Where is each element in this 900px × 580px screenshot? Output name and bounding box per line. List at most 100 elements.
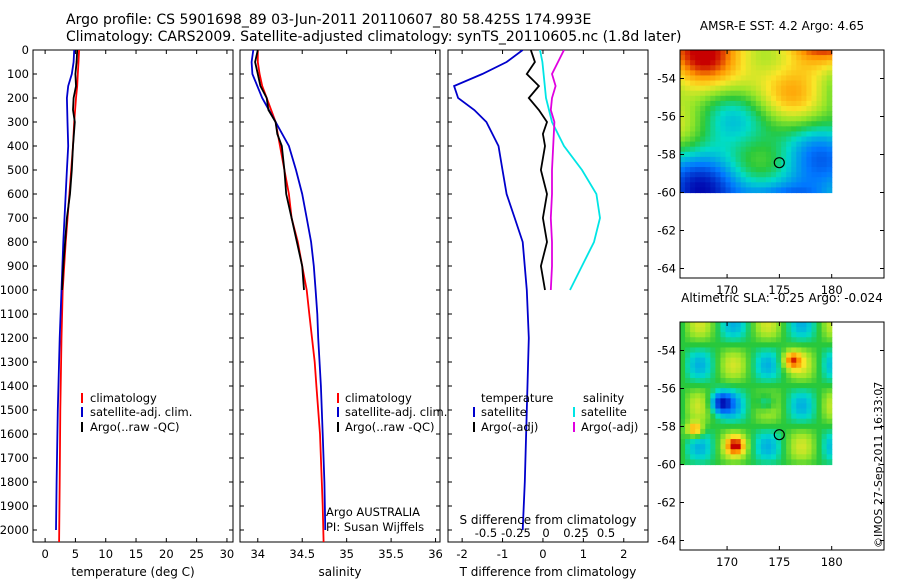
heatmap-cell bbox=[690, 136, 696, 143]
heatmap-cell bbox=[710, 151, 716, 158]
heatmap-cell bbox=[685, 187, 691, 194]
heatmap-cell bbox=[806, 75, 813, 82]
heatmap-cell bbox=[776, 151, 782, 158]
heatmap-cell bbox=[781, 418, 787, 425]
heatmap-cell bbox=[816, 116, 823, 122]
heatmap-cell bbox=[776, 105, 782, 112]
heatmap-cell bbox=[811, 322, 818, 328]
heatmap-cell bbox=[816, 393, 823, 399]
heatmap-cell bbox=[786, 151, 792, 158]
x-tick-label: 34.5 bbox=[289, 547, 315, 561]
heatmap-cell bbox=[700, 177, 706, 183]
heatmap-cell bbox=[826, 367, 833, 374]
heatmap-cell bbox=[760, 322, 767, 328]
heatmap-cell bbox=[786, 362, 792, 369]
heatmap-cell bbox=[760, 156, 767, 163]
heatmap-cell bbox=[715, 182, 722, 189]
heatmap-cell bbox=[786, 60, 792, 66]
heatmap-cell bbox=[781, 383, 787, 389]
legend-label: satellite-adj. clim. bbox=[345, 405, 447, 419]
heatmap-cell bbox=[740, 161, 747, 168]
heatmap-cell bbox=[700, 182, 706, 189]
heatmap-cell bbox=[776, 377, 782, 384]
heatmap-cell bbox=[760, 439, 767, 445]
heatmap-cell bbox=[745, 161, 752, 168]
heatmap-cell bbox=[685, 65, 691, 71]
heatmap-cell bbox=[765, 156, 772, 163]
heatmap-cell bbox=[791, 357, 797, 364]
heatmap-cell bbox=[821, 105, 828, 112]
heatmap-cell bbox=[700, 383, 706, 389]
heatmap-cell bbox=[700, 65, 706, 71]
heatmap-cell bbox=[796, 95, 802, 102]
heatmap-cell bbox=[760, 357, 767, 364]
heatmap-cell bbox=[705, 423, 711, 430]
y-tick-label: 1900 bbox=[0, 499, 29, 513]
heatmap-cell bbox=[695, 337, 701, 343]
heatmap-cell bbox=[776, 403, 782, 410]
heatmap-cell bbox=[715, 372, 722, 379]
heatmap-cell bbox=[695, 131, 701, 138]
heatmap-cell bbox=[776, 111, 782, 117]
heatmap-cell bbox=[730, 362, 737, 369]
heatmap-cell bbox=[771, 459, 777, 466]
heatmap-cell bbox=[690, 172, 696, 178]
heatmap-cell bbox=[755, 362, 762, 369]
heatmap-cell bbox=[735, 388, 742, 394]
heatmap-cell bbox=[690, 393, 696, 399]
heatmap-cell bbox=[801, 126, 808, 133]
heatmap-cell bbox=[750, 449, 757, 455]
heatmap-cell bbox=[821, 161, 828, 168]
heatmap-cell bbox=[730, 60, 737, 66]
heatmap-cell bbox=[806, 433, 813, 440]
heatmap-cell bbox=[740, 146, 747, 153]
heatmap-cell bbox=[750, 439, 757, 445]
heatmap-cell bbox=[765, 161, 772, 168]
heatmap-cell bbox=[750, 156, 757, 163]
heatmap-cell bbox=[710, 167, 716, 173]
heatmap-cell bbox=[700, 95, 706, 102]
heatmap-cell bbox=[816, 377, 823, 384]
heatmap-cell bbox=[690, 60, 696, 66]
heatmap-cell bbox=[811, 126, 818, 133]
y-tick-label: -58 bbox=[657, 420, 676, 434]
heatmap-cell bbox=[705, 172, 711, 178]
heatmap-cell bbox=[796, 372, 802, 379]
heatmap-cell bbox=[811, 459, 818, 466]
heatmap-cell bbox=[730, 50, 737, 56]
heatmap-cell bbox=[786, 459, 792, 466]
heatmap-cell bbox=[786, 444, 792, 450]
heatmap-cell bbox=[725, 357, 732, 364]
heatmap-cell bbox=[700, 116, 706, 122]
heatmap-cell bbox=[740, 372, 747, 379]
heatmap-cell bbox=[710, 377, 716, 384]
heatmap-cell bbox=[796, 146, 802, 153]
heatmap-cell bbox=[680, 177, 686, 183]
heatmap-cell bbox=[745, 146, 752, 153]
heatmap-cell bbox=[730, 75, 737, 82]
y-tick-label: -60 bbox=[657, 186, 676, 200]
heatmap-cell bbox=[796, 433, 802, 440]
y-tick-label: -62 bbox=[657, 496, 676, 510]
heatmap-cell bbox=[821, 146, 828, 153]
heatmap-cell bbox=[760, 90, 767, 97]
heatmap-cell bbox=[730, 423, 737, 430]
x-tick-label: 180 bbox=[821, 555, 843, 569]
heatmap-cell bbox=[695, 413, 701, 420]
heatmap-cell bbox=[720, 172, 727, 178]
heatmap-cell bbox=[765, 167, 772, 173]
heatmap-cell bbox=[750, 327, 757, 333]
heatmap-cell bbox=[760, 428, 767, 435]
heatmap-cell bbox=[700, 131, 706, 138]
heatmap-cell bbox=[680, 444, 686, 450]
heatmap-cell bbox=[811, 423, 818, 430]
heatmap-cell bbox=[796, 55, 802, 61]
heatmap-cell bbox=[735, 80, 742, 87]
heatmap-cell bbox=[735, 332, 742, 338]
heatmap-cell bbox=[791, 433, 797, 440]
heatmap-cell bbox=[695, 182, 701, 189]
heatmap-cell bbox=[816, 413, 823, 420]
heatmap-cell bbox=[791, 322, 797, 328]
heatmap-cell bbox=[781, 342, 787, 349]
